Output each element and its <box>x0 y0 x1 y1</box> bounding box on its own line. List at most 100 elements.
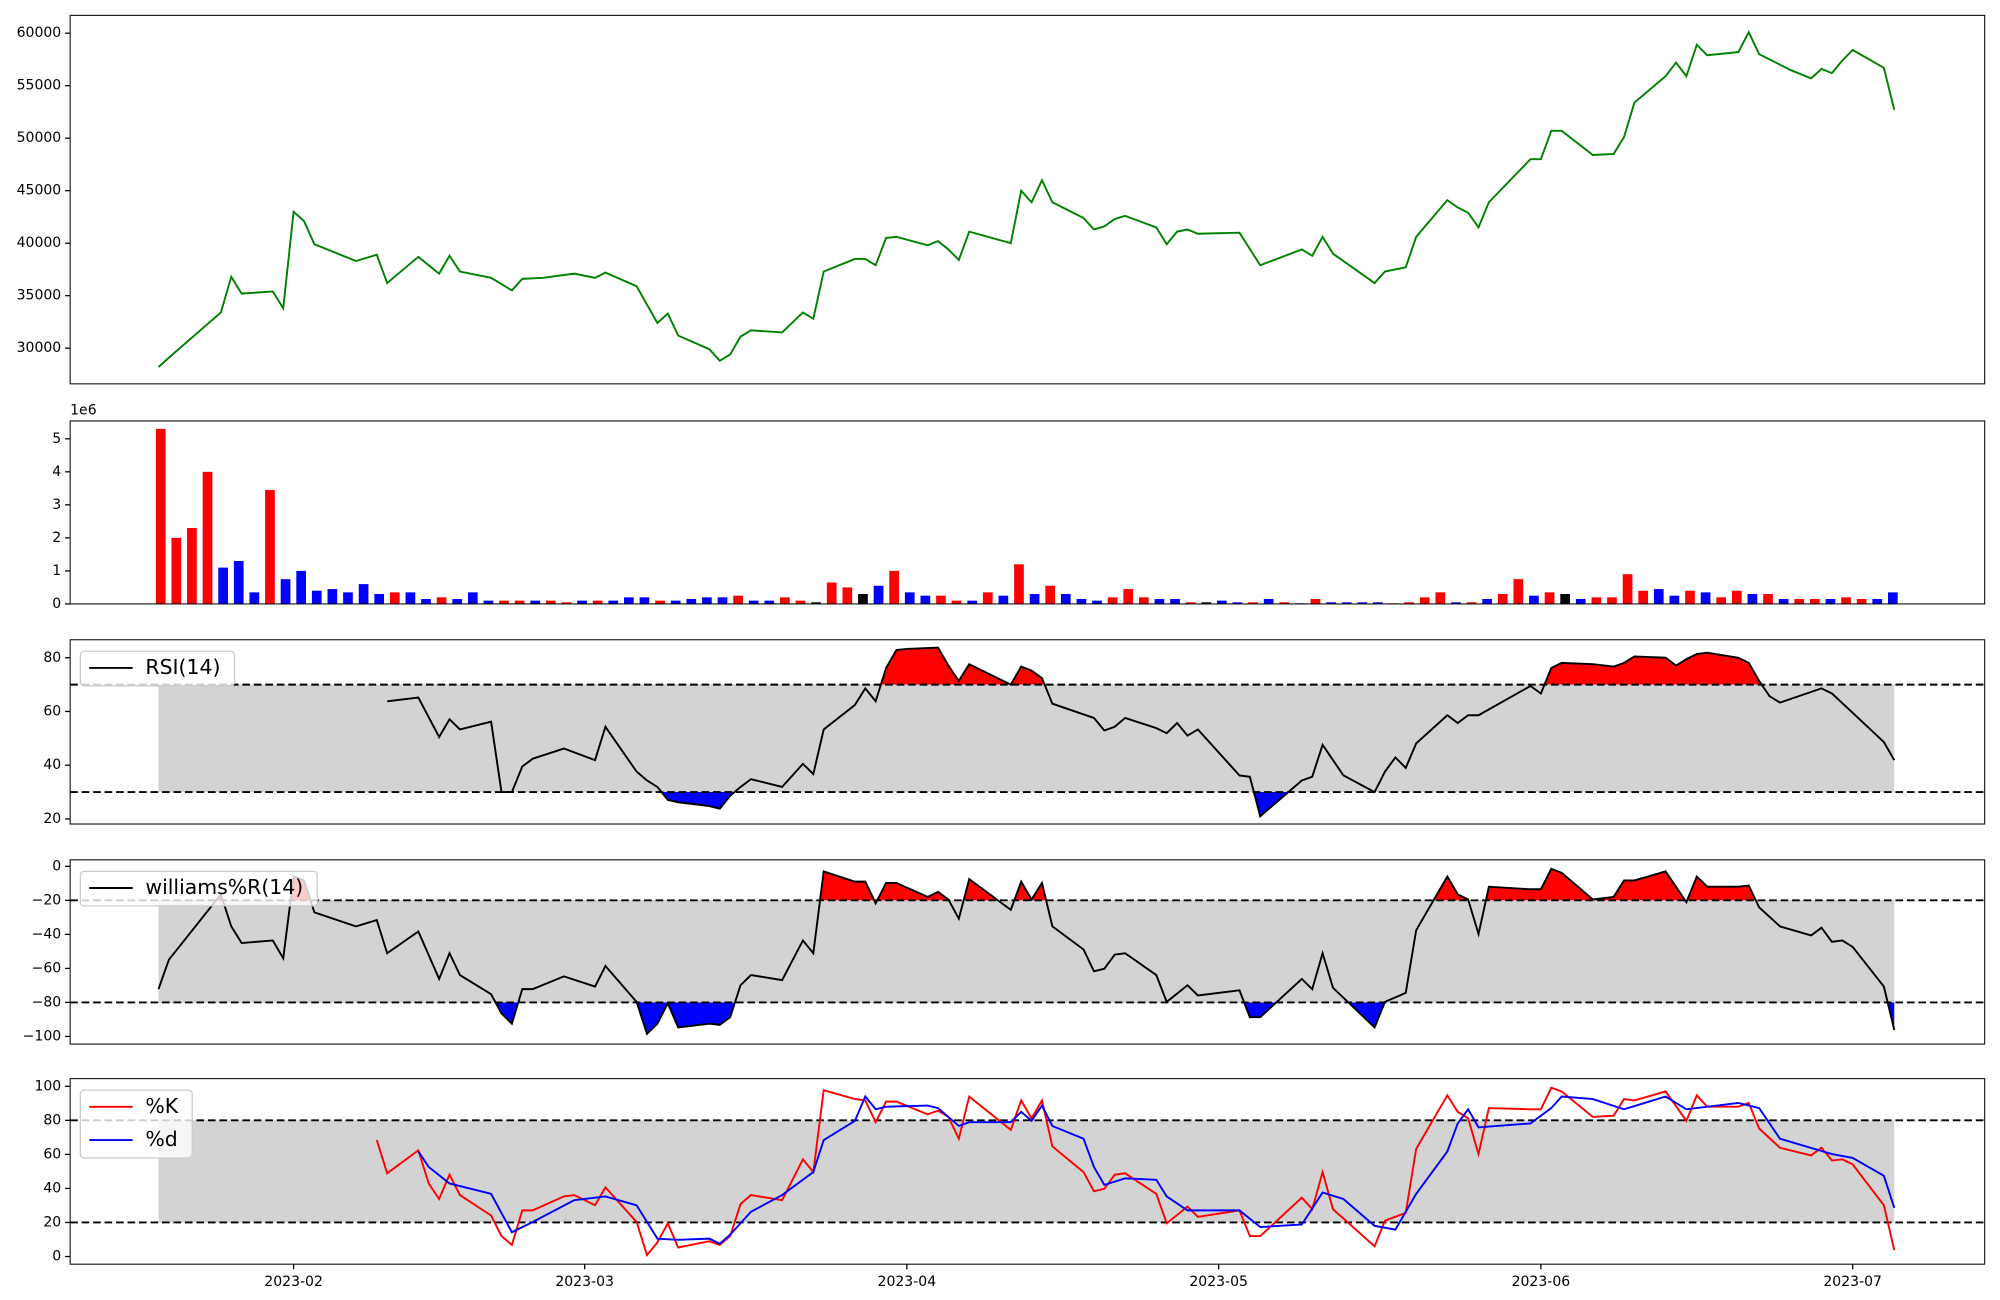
y-tick-label: 2 <box>52 530 61 546</box>
y-tick-label: 45000 <box>17 183 62 199</box>
x-tick-label: 2023-06 <box>1512 1274 1571 1290</box>
volume-bar <box>358 584 369 604</box>
volume-bar <box>1513 579 1524 604</box>
volume-bar <box>1310 598 1321 604</box>
x-tick-label: 2023-05 <box>1189 1274 1248 1290</box>
indicator-line <box>387 646 1896 818</box>
volume-bar <box>1419 597 1430 604</box>
volume-bar <box>608 600 619 604</box>
volume-bar <box>171 537 182 604</box>
y-tick-label: 30000 <box>17 340 62 356</box>
volume-bar <box>1669 595 1680 604</box>
volume-bar <box>1529 595 1539 604</box>
volume-bar <box>202 471 213 604</box>
volume-bar <box>545 600 556 604</box>
volume-bar <box>1763 594 1773 604</box>
volume-bar <box>1123 589 1134 604</box>
volume-bar <box>265 489 275 604</box>
neutral-band <box>158 684 1895 793</box>
legend-label: williams%R(14) <box>145 875 303 899</box>
volume-bar <box>1466 602 1477 604</box>
volume-bar <box>1685 590 1695 604</box>
volume-bar <box>1716 597 1727 604</box>
legend: RSI(14) <box>79 650 236 687</box>
volume-bar <box>748 600 759 604</box>
volume-bar <box>233 561 244 604</box>
volume-bar <box>1497 594 1508 604</box>
x-tick-label: 2023-04 <box>878 1274 937 1290</box>
volume-bar <box>155 428 166 604</box>
y-tick-label: 80 <box>43 650 61 666</box>
volume-bar <box>1248 602 1258 604</box>
volume-bar <box>1435 592 1446 604</box>
volume-bar <box>1279 602 1290 604</box>
volume-bar <box>1809 598 1820 604</box>
volume-bar <box>1544 592 1555 604</box>
volume-bar <box>389 592 400 604</box>
legend-label: %K <box>145 1094 178 1118</box>
y-tick-label: 40 <box>43 1180 61 1196</box>
volume-bar <box>1607 597 1617 604</box>
volume-bar <box>499 600 509 604</box>
y-tick-label: −100 <box>23 1028 62 1044</box>
neutral-band <box>158 900 1895 1003</box>
legend-label: %d <box>145 1127 177 1151</box>
volume-bar <box>374 594 385 604</box>
volume-bar <box>421 598 431 604</box>
volume-bar <box>1841 597 1851 604</box>
volume-bar <box>717 597 728 604</box>
y-tick-label: 60000 <box>17 25 62 41</box>
legend: williams%R(14) <box>79 870 318 907</box>
legend-label: RSI(14) <box>145 655 220 679</box>
x-tick-label: 2023-07 <box>1823 1274 1882 1290</box>
volume-bar <box>218 567 228 604</box>
y-tick-label: −40 <box>32 926 62 942</box>
volume-bar <box>577 600 587 604</box>
legend-box <box>79 870 318 907</box>
y-tick-label: 4 <box>52 464 61 480</box>
legend: %K %d <box>79 1089 193 1159</box>
volume-bar <box>1373 602 1383 604</box>
volume-bar <box>842 587 853 604</box>
y-tick-label: 50000 <box>17 130 62 146</box>
volume-bar <box>1591 597 1602 604</box>
x-tick-label: 2023-03 <box>555 1274 614 1290</box>
volume-bar <box>514 600 525 604</box>
volume-bar <box>1747 594 1758 604</box>
volume-bar <box>1092 600 1102 604</box>
volume-bar <box>1201 602 1212 604</box>
y-tick-label: 100 <box>34 1078 61 1094</box>
volume-bar <box>1794 598 1805 604</box>
volume-bar <box>187 527 197 604</box>
panel: 1e6 0 1 2 3 4 5 <box>52 403 1986 612</box>
volume-bar <box>1856 598 1867 604</box>
axes-frame <box>69 639 1986 825</box>
y-tick-label: 40 <box>43 757 61 773</box>
y-tick-label: 35000 <box>17 288 62 304</box>
y-tick-label: 80 <box>43 1112 61 1128</box>
volume-bar <box>1263 598 1274 604</box>
volume-bar <box>686 598 697 604</box>
volume-bar <box>1014 564 1024 604</box>
volume-bar <box>936 595 946 604</box>
volume-bar <box>1154 598 1165 604</box>
panel: RSI(14) 20 40 60 80 <box>43 639 1986 827</box>
volume-bar <box>998 595 1009 604</box>
indicator-line <box>417 1094 1896 1245</box>
y-tick-label: −60 <box>32 960 62 976</box>
volume-bar <box>436 597 447 604</box>
panel: %K %d 0 20 40 60 80 100 2023-02 2023-03 2023-04 202… <box>34 1078 1986 1290</box>
volume-bar <box>826 582 837 604</box>
volume-bar <box>1232 602 1243 604</box>
y-tick-label: 3 <box>52 497 61 513</box>
volume-bar <box>1170 598 1180 604</box>
volume-bar <box>655 600 665 604</box>
volume-bar <box>1700 592 1711 604</box>
volume-bar <box>858 594 868 604</box>
volume-bar <box>920 595 931 604</box>
y-tick-label: 60 <box>43 1146 61 1162</box>
volume-bar <box>452 598 463 604</box>
panel: williams%R(14) 0 −20 −40 −60 −80 −100 <box>23 858 1986 1045</box>
volume-bar <box>967 600 978 604</box>
volume-bar <box>670 600 681 604</box>
